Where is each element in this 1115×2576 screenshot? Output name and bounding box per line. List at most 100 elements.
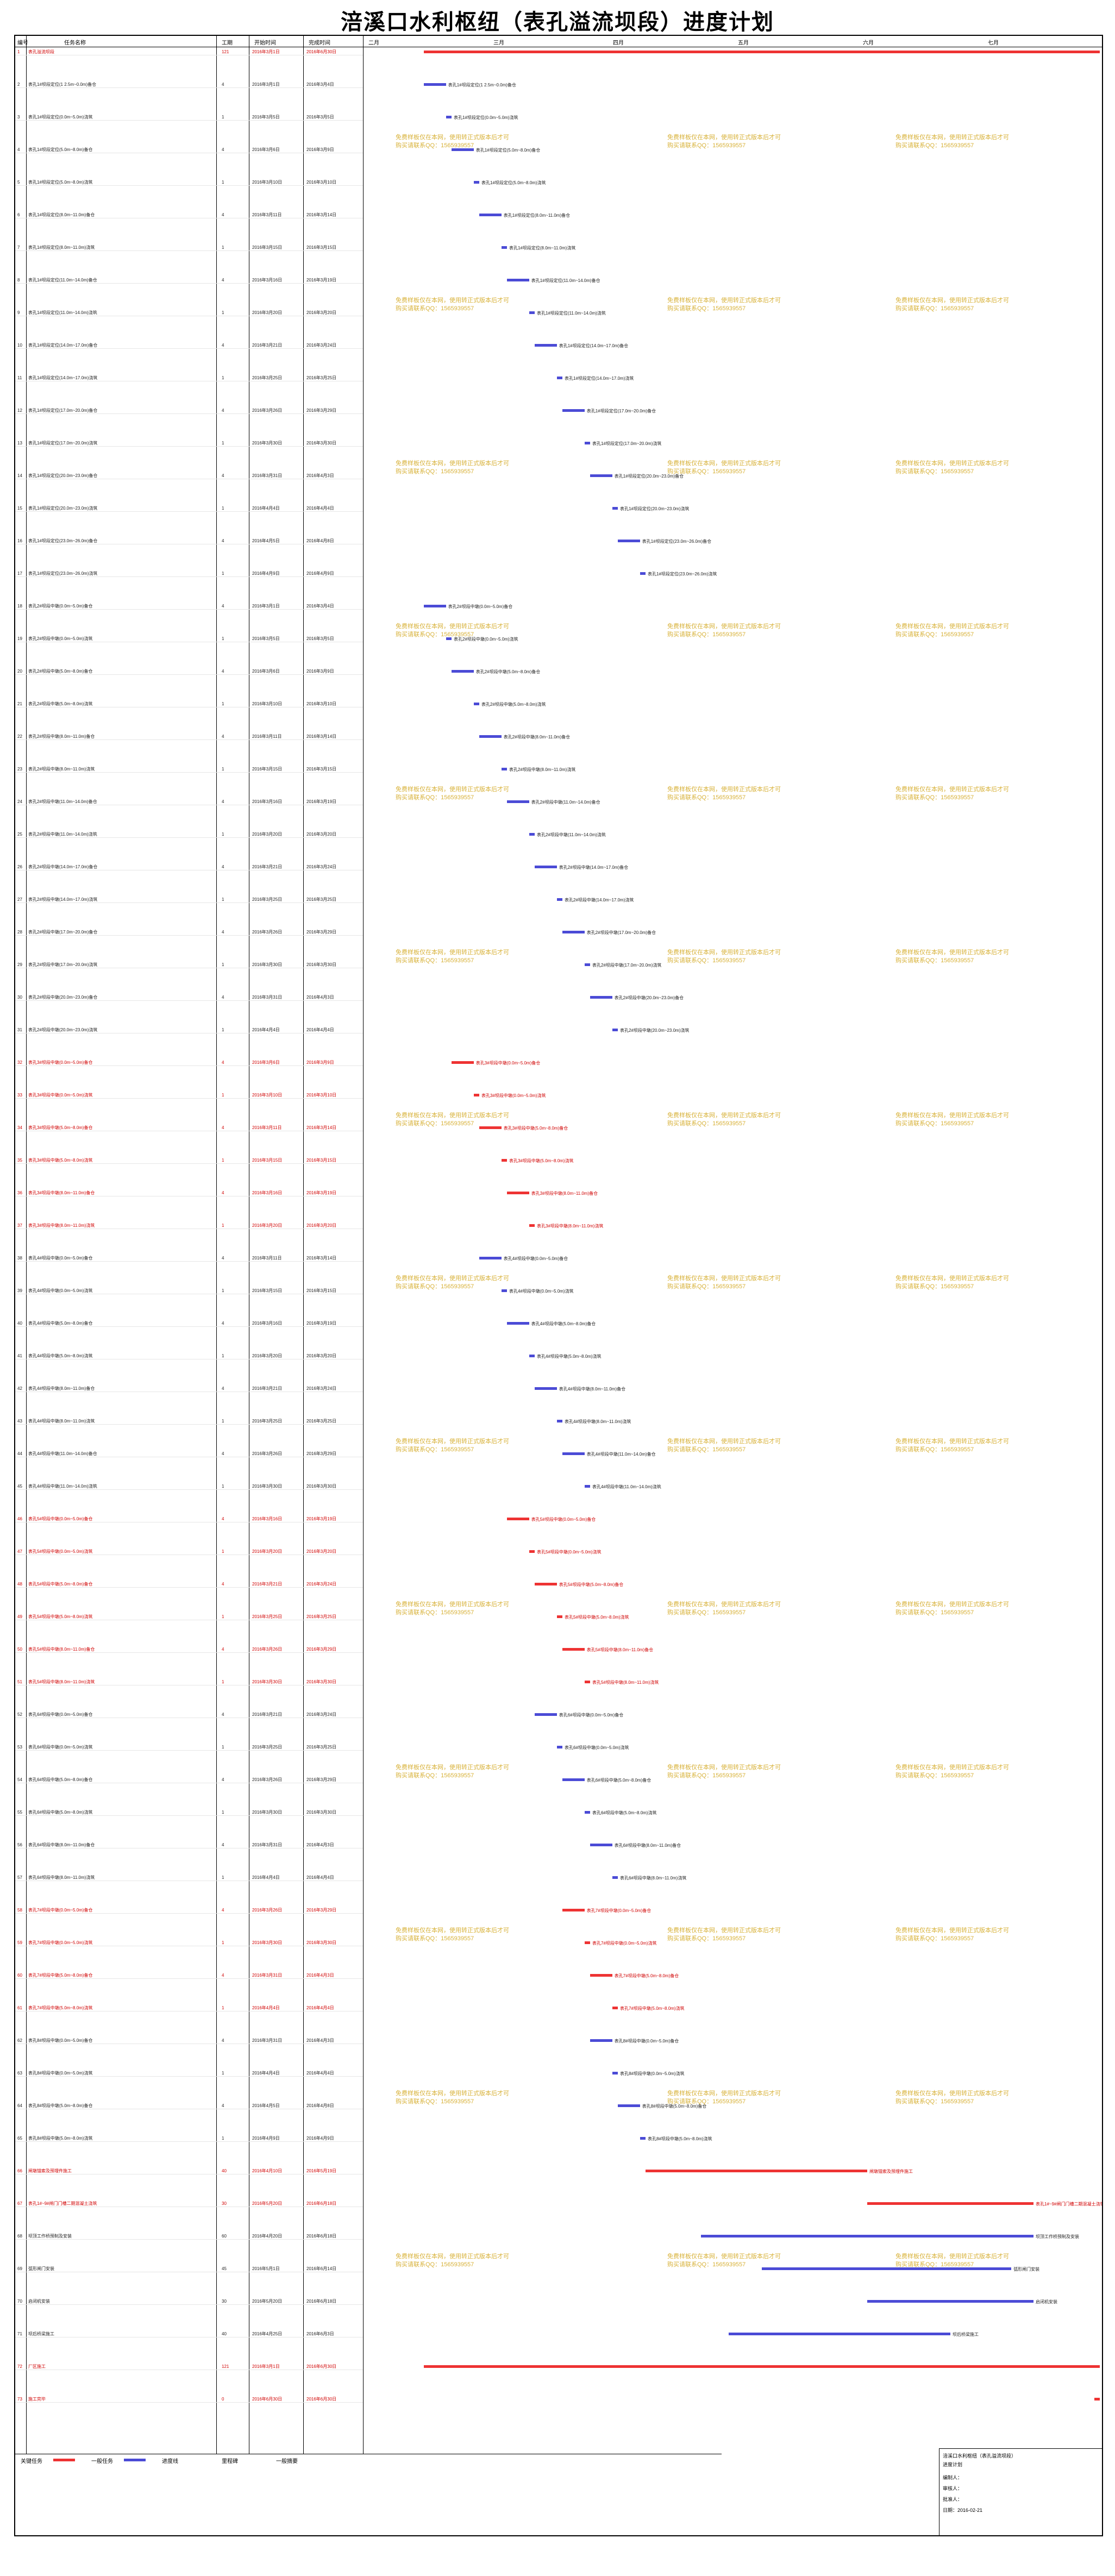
row-cell-n: 35	[17, 1158, 22, 1163]
table-row: 61 表孔7#坝段中墩(5.0m~8.0m)浇筑 1 2016年4月4日 2016年4月…	[15, 2005, 363, 2011]
gantt-bar-label: 表孔4#坝段中墩(0.0m~5.0m)备仓	[503, 1256, 568, 1261]
row-cell-n: 30	[17, 995, 22, 1000]
row-cell-d: 0	[222, 2397, 224, 2402]
table-row: 64 表孔8#坝段中墩(5.0m~8.0m)备仓 4 2016年4月5日 2016年4月…	[15, 2103, 363, 2109]
row-cell-name: 表孔8#坝段中墩(5.0m~8.0m)备仓	[28, 2103, 93, 2108]
gantt-bar	[1094, 2398, 1100, 2400]
row-cell-n: 65	[17, 2136, 22, 2141]
row-cell-d: 1	[222, 1484, 224, 1489]
row-cell-name: 表孔7#坝段中墩(0.0m~5.0m)浇筑	[28, 1940, 93, 1945]
gantt-bar-label: 表孔3#坝段中墩(0.0m~5.0m)浇筑	[481, 1093, 546, 1098]
row-cell-s: 2016年3月16日	[252, 799, 283, 804]
gantt-bar-label: 表孔1#坝段定位(8.0m~11.0m)备仓	[503, 213, 571, 218]
row-cell-f: 2016年6月18日	[306, 2234, 337, 2239]
row-cell-s: 2016年3月20日	[252, 832, 283, 837]
row-cell-d: 1	[222, 832, 224, 837]
watermark: 免费样板仅在本网，使用转正式版本后才可 购买请联系QQ：1565939557	[396, 1601, 509, 1616]
row-cell-n: 13	[17, 441, 22, 446]
gantt-bar	[529, 1355, 535, 1357]
row-cell-n: 9	[17, 310, 20, 315]
gantt-bar	[612, 2072, 618, 2074]
row-cell-s: 2016年3月25日	[252, 1419, 283, 1424]
row-cell-s: 2016年3月31日	[252, 1842, 283, 1847]
row-cell-n: 50	[17, 1647, 22, 1652]
table-row: 4 表孔1#坝段定位(5.0m~8.0m)备仓 4 2016年3月6日 2016年3月9…	[15, 147, 363, 153]
gantt-bar	[446, 116, 452, 118]
table-row: 62 表孔8#坝段中墩(0.0m~5.0m)备仓 4 2016年3月31日 2016年4…	[15, 2038, 363, 2044]
gantt-bar	[556, 1746, 562, 1748]
row-cell-d: 4	[222, 212, 224, 217]
row-cell-name: 表孔3#坝段中墩(0.0m~5.0m)备仓	[28, 1060, 93, 1065]
row-cell-s: 2016年3月6日	[252, 147, 280, 152]
row-cell-s: 2016年3月30日	[252, 1679, 283, 1684]
row-cell-n: 23	[17, 767, 22, 772]
row-cell-d: 1	[222, 441, 224, 446]
watermark: 免费样板仅在本网，使用转正式版本后才可 购买请联系QQ：1565939557	[396, 1927, 509, 1942]
row-cell-s: 2016年3月26日	[252, 1777, 283, 1782]
gantt-bar	[590, 1974, 612, 1977]
gantt-bar	[584, 1941, 590, 1944]
row-cell-name: 表孔1#坝段定位(23.0m~26.0m)浇筑	[28, 571, 98, 576]
row-cell-d: 30	[222, 2201, 227, 2206]
row-cell-f: 2016年3月20日	[306, 1353, 337, 1358]
row-cell-n: 12	[17, 408, 22, 413]
gantt-bar	[562, 931, 585, 933]
gantt-bar	[479, 1126, 502, 1129]
table-row: 3 表孔1#坝段定位(0.0m~5.0m)浇筑 1 2016年3月5日 2016年3月5…	[15, 114, 363, 121]
table-row: 26 表孔2#坝段中墩(14.0m~17.0m)备仓 4 2016年3月21日 2016…	[15, 864, 363, 870]
header-month-5: 六月	[863, 40, 874, 46]
row-cell-f: 2016年4月9日	[306, 2136, 334, 2141]
row-cell-f: 2016年3月24日	[306, 1712, 337, 1717]
row-cell-name: 启闭机安装	[28, 2299, 50, 2304]
row-cell-s: 2016年3月5日	[252, 636, 280, 641]
gantt-bar-label: 弧形闸门安装	[1013, 2267, 1040, 2272]
gantt-bar	[424, 605, 446, 607]
row-cell-name: 表孔6#坝段中墩(5.0m~8.0m)备仓	[28, 1777, 93, 1782]
row-cell-n: 25	[17, 832, 22, 837]
row-cell-d: 1	[222, 1810, 224, 1815]
watermark: 免费样板仅在本网，使用转正式版本后才可 购买请联系QQ：1565939557	[667, 1927, 781, 1942]
gantt-bar	[867, 2202, 1033, 2205]
gantt-bar	[535, 1387, 557, 1390]
row-cell-d: 4	[222, 538, 224, 543]
row-cell-name: 表孔1#坝段定位(14.0m~17.0m)浇筑	[28, 375, 98, 380]
legend: 关键任务 一般任务 进度线 里程碑 一般摘要	[15, 2454, 722, 2465]
row-cell-n: 20	[17, 669, 22, 674]
row-cell-name: 表孔4#坝段中墩(0.0m~5.0m)浇筑	[28, 1288, 93, 1293]
row-cell-name: 表孔2#坝段中墩(20.0m~23.0m)备仓	[28, 995, 98, 1000]
gantt-bar-label: 施工完毕	[1102, 2397, 1103, 2403]
row-cell-s: 2016年3月10日	[252, 1093, 283, 1098]
row-cell-f: 2016年4月4日	[306, 506, 334, 511]
gantt-bar	[762, 2267, 1012, 2270]
row-cell-n: 70	[17, 2299, 22, 2304]
row-cell-s: 2016年4月4日	[252, 2071, 280, 2076]
row-cell-n: 58	[17, 1908, 22, 1913]
grid-line	[26, 36, 27, 2454]
table-row: 71 坝后桥梁施工 40 2016年4月25日 2016年6月3日	[15, 2331, 363, 2337]
row-cell-name: 表孔1#坝段定位(1 2.5m~0.0m)备仓	[28, 82, 97, 87]
gantt-bar	[501, 1289, 507, 1292]
row-cell-d: 4	[222, 1190, 224, 1195]
gantt-bar-label: 表孔5#坝段中墩(5.0m~8.0m)浇筑	[565, 1615, 629, 1620]
row-cell-s: 2016年3月6日	[252, 669, 280, 674]
row-cell-s: 2016年3月15日	[252, 1158, 283, 1163]
watermark: 免费样板仅在本网，使用转正式版本后才可 购买请联系QQ：1565939557	[396, 786, 509, 801]
row-cell-n: 36	[17, 1190, 22, 1195]
table-row: 23 表孔2#坝段中墩(8.0m~11.0m)浇筑 1 2016年3月15日 2016年…	[15, 766, 363, 773]
row-cell-d: 4	[222, 1256, 224, 1261]
row-cell-s: 2016年3月16日	[252, 1321, 283, 1326]
gantt-bar-label: 表孔3#坝段中墩(5.0m~8.0m)浇筑	[509, 1158, 574, 1163]
watermark: 免费样板仅在本网，使用转正式版本后才可 购买请联系QQ：1565939557	[396, 623, 509, 638]
row-cell-d: 4	[222, 1842, 224, 1847]
gantt-bar	[867, 2300, 1033, 2303]
watermark: 免费样板仅在本网，使用转正式版本后才可 购买请联系QQ：1565939557	[667, 1112, 781, 1127]
gantt-bar	[612, 2007, 618, 2009]
table-row: 43 表孔4#坝段中墩(8.0m~11.0m)浇筑 1 2016年3月25日 2016年…	[15, 1418, 363, 1425]
table-row: 16 表孔1#坝段定位(23.0m~26.0m)备仓 4 2016年4月5日 2016年…	[15, 538, 363, 544]
row-cell-f: 2016年3月24日	[306, 864, 337, 869]
gantt-bar	[501, 246, 507, 249]
row-cell-name: 表孔5#坝段中墩(8.0m~11.0m)备仓	[28, 1647, 95, 1652]
row-cell-s: 2016年3月16日	[252, 1516, 283, 1521]
table-row: 33 表孔3#坝段中墩(0.0m~5.0m)浇筑 1 2016年3月10日 2016年3…	[15, 1092, 363, 1099]
gantt-bar-label: 表孔7#坝段中墩(0.0m~5.0m)备仓	[586, 1908, 652, 1913]
